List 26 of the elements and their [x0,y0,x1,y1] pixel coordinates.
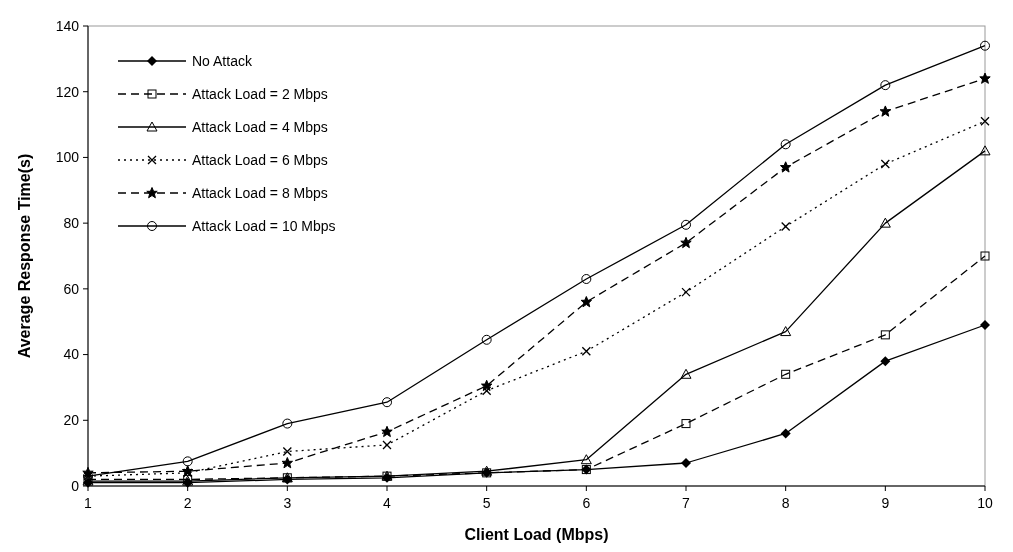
x-tick-label: 2 [183,495,192,511]
x-tick-label: 6 [582,495,591,511]
legend-label: Attack Load = 2 Mbps [192,85,328,102]
x-tick-label: 8 [781,495,790,511]
y-tick-label: 60 [63,280,80,297]
y-tick-label: 20 [63,412,80,429]
legend-label: Attack Load = 8 Mbps [192,184,328,201]
legend-label: Attack Load = 4 Mbps [192,118,328,135]
y-tick-label: 40 [63,346,80,363]
y-tick-label: 140 [55,17,80,34]
legend-label: No Attack [192,52,253,69]
y-axis-title: Average Response Time(s) [16,153,33,359]
legend-label: Attack Load = 10 Mbps [192,217,336,234]
y-tick-label: 100 [55,149,80,166]
x-tick-label: 9 [881,495,890,511]
y-tick-label: 120 [55,83,80,100]
x-axis-title: Client Load (Mbps) [464,526,609,543]
x-tick-label: 10 [977,495,993,511]
x-tick-label: 5 [482,495,491,511]
x-tick-label: 3 [283,495,292,511]
x-tick-label: 7 [682,495,691,511]
legend-label: Attack Load = 6 Mbps [192,151,328,168]
y-tick-label: 0 [71,477,80,494]
y-tick-label: 80 [63,215,80,232]
x-tick-label: 1 [84,495,93,511]
x-tick-label: 4 [383,495,392,511]
